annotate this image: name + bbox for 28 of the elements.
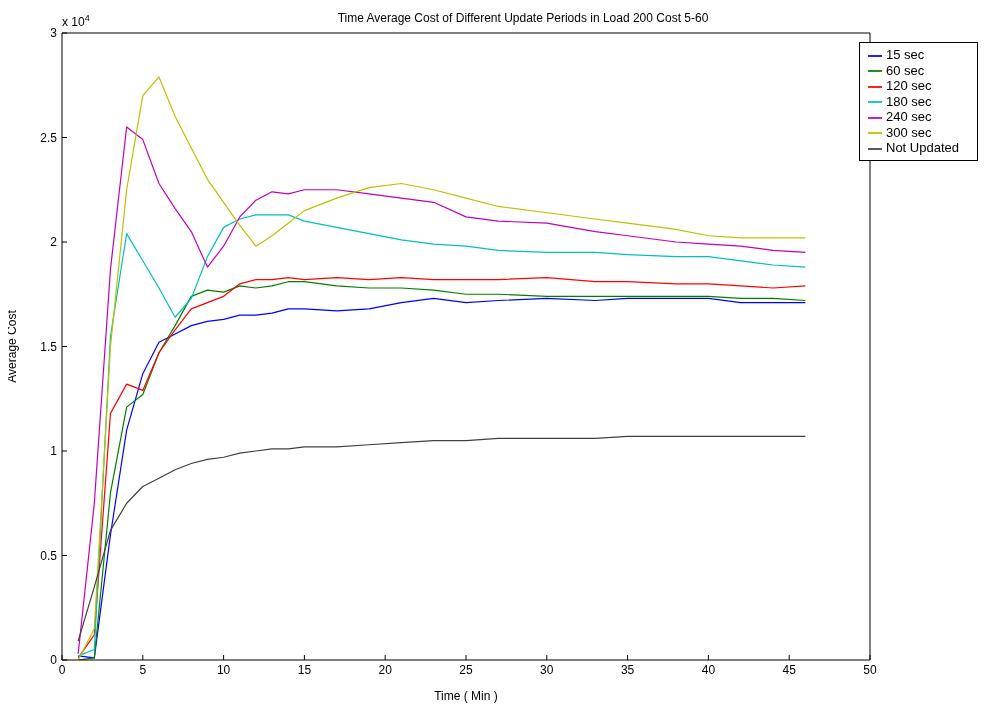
y-axis-title: Average Cost [5, 309, 20, 383]
y-tick-label: 2.5 [40, 130, 58, 145]
legend-label: 300 sec [886, 124, 932, 140]
legend-label: 180 sec [886, 93, 932, 109]
x-axis-title: Time ( Min ) [434, 689, 498, 703]
line-series [77, 435, 806, 642]
x-tick-label: 20 [378, 662, 393, 677]
legend-label: 15 sec [886, 47, 925, 62]
x-tick-label: 40 [701, 662, 716, 677]
x-tick-label: 10 [216, 662, 231, 677]
legend-label: Not Updated [886, 140, 959, 156]
legend-label: 60 sec [886, 62, 925, 78]
y-tick-label: 1.5 [40, 339, 58, 354]
x-tick-label: 50 [863, 662, 877, 677]
text: x 10$^{4}$ [62, 13, 90, 29]
y-tick-label: 0.5 [40, 548, 58, 563]
x-tick-label: 45 [782, 662, 797, 677]
y-tick-label: 3 [50, 26, 58, 41]
x-tick-label: 5 [139, 662, 147, 677]
legend-label: 240 sec [886, 109, 932, 125]
x-tick-label: 30 [540, 662, 554, 677]
x-tick-label: 25 [459, 662, 473, 677]
x-tick-label: 35 [620, 662, 635, 677]
x-tick-label: 15 [297, 662, 312, 677]
legend-label: 120 sec [886, 78, 932, 94]
y-tick-label: 2 [50, 235, 58, 250]
chart-title: Time Average Cost of Different Update Periods in Load 200 Cost 5-60 [337, 11, 709, 25]
y-tick-label: 1 [50, 444, 58, 459]
